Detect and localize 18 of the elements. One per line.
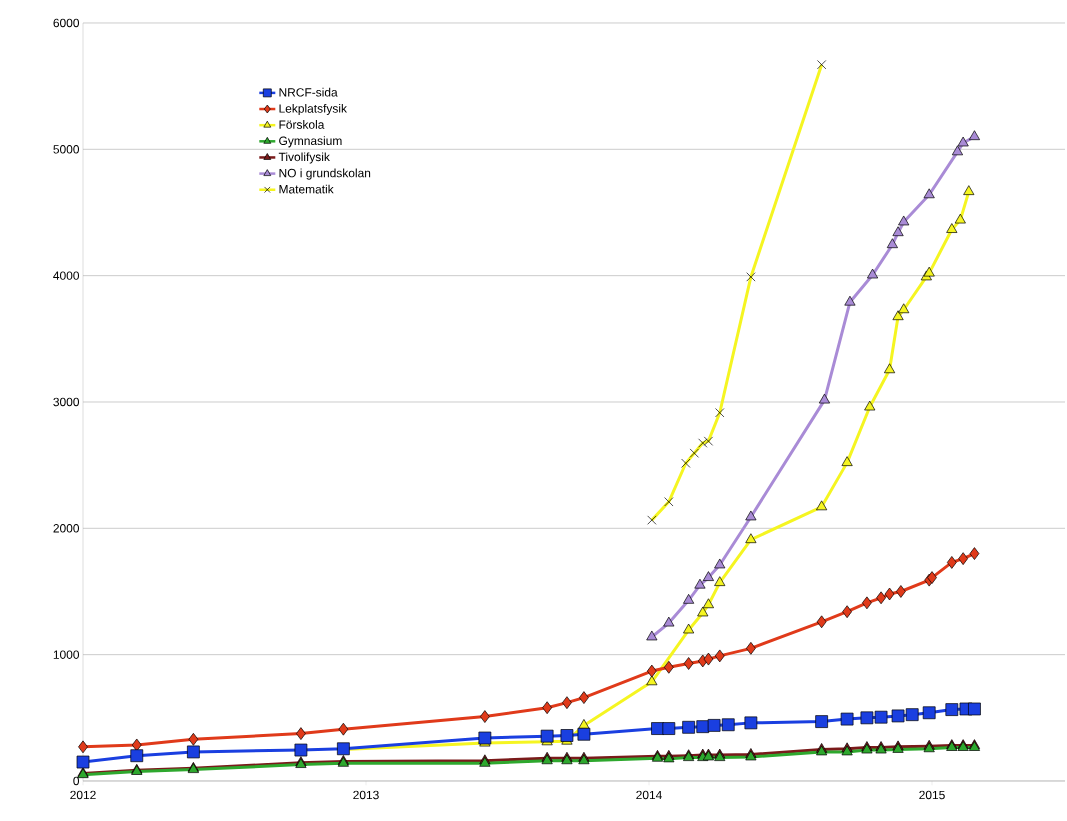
x-tick-label: 2015 bbox=[919, 790, 945, 800]
x-tick-label: 2012 bbox=[70, 790, 96, 800]
legend-label: NO i grundskolan bbox=[279, 168, 371, 180]
y-tick-label: 4000 bbox=[53, 271, 80, 280]
y-tick-label: 6000 bbox=[53, 18, 80, 28]
x-tick-label: 2014 bbox=[636, 790, 662, 800]
y-tick-label: 2000 bbox=[53, 524, 80, 533]
y-tick-label: 0 bbox=[73, 776, 80, 786]
legend-label: Tivolifysik bbox=[278, 152, 330, 164]
legend-label: Lekplatsfysik bbox=[279, 103, 347, 116]
x-tick-label: 2013 bbox=[353, 790, 379, 800]
legend-label: Matematik bbox=[279, 184, 334, 194]
legend-label: NRCF-sida bbox=[279, 87, 338, 97]
y-tick-label: 3000 bbox=[53, 397, 80, 407]
legend-label: Förskola bbox=[279, 120, 325, 129]
y-tick-label: 1000 bbox=[53, 650, 80, 659]
y-tick-label: 5000 bbox=[53, 145, 80, 154]
legend-label: Gymnasium bbox=[279, 136, 342, 148]
